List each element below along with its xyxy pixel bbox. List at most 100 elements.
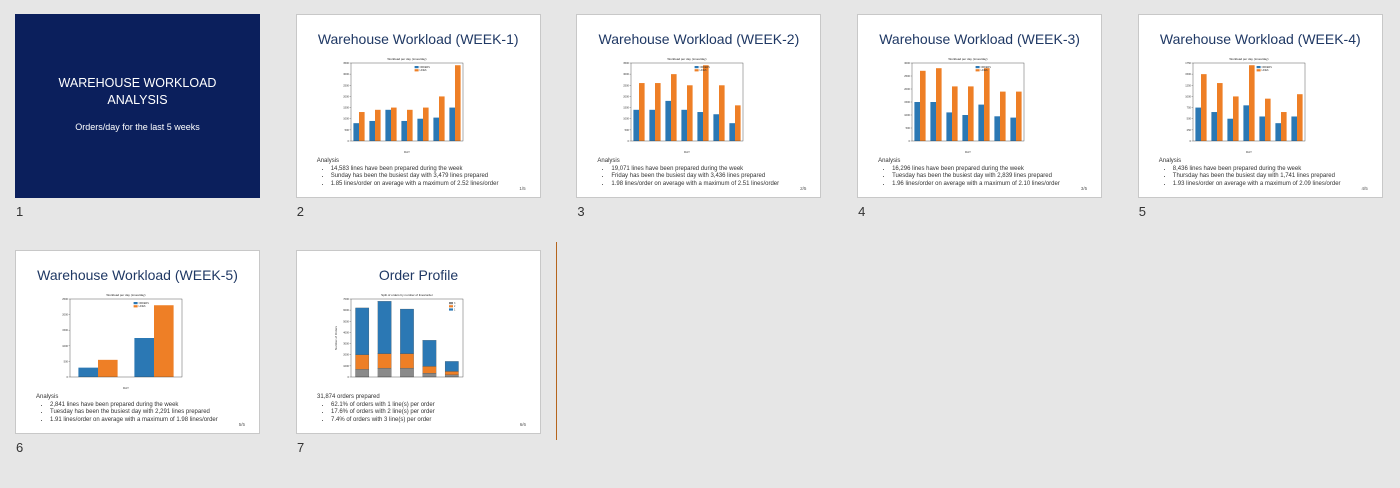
y-tick-label: 1500: [904, 100, 910, 104]
slide-title: Warehouse Workload (WEEK-3): [879, 31, 1080, 47]
slide-title: Warehouse Workload (WEEK-5): [37, 267, 238, 283]
cover-subtitle: Orders/day for the last 5 weeks: [75, 122, 200, 132]
bullet: 1.85 lines/order on average with a maxim…: [331, 181, 499, 189]
bar: [655, 83, 661, 141]
y-tick-label: 0: [347, 139, 349, 143]
y-tick-label: 2500: [343, 83, 349, 87]
x-axis-label: DAY: [684, 150, 690, 154]
bar: [449, 107, 455, 141]
legend-swatch: [449, 302, 453, 305]
bar: [358, 112, 365, 141]
y-tick-label: 1000: [343, 364, 349, 368]
slide-thumbnail[interactable]: Warehouse Workload (WEEK-1) Workload per …: [295, 14, 541, 198]
plot-frame: [631, 62, 744, 142]
slide-title: Warehouse Workload (WEEK-4): [1159, 31, 1361, 47]
legend-label: 1: [454, 308, 456, 311]
y-tick-label: 4000: [343, 330, 349, 334]
y-tick-label: 1500: [62, 328, 68, 332]
legend-swatch: [449, 308, 453, 311]
y-tick-label: 500: [64, 359, 69, 363]
bullet: Friday has been the busiest day with 3,4…: [611, 173, 779, 181]
y-tick-label: 3500: [343, 61, 349, 65]
slide-number: 4: [858, 204, 866, 219]
bar: [719, 85, 725, 141]
bullet: Sunday has been the busiest day with 3,4…: [331, 173, 499, 181]
bar: [1248, 65, 1255, 141]
bar: [1195, 107, 1201, 141]
bar: [1211, 112, 1217, 141]
bullet: 8,436 lines have been prepared during th…: [1173, 166, 1341, 174]
bar: [1000, 91, 1006, 141]
bar: [920, 70, 926, 141]
bar: [1200, 74, 1207, 141]
x-axis-label: DAY: [965, 150, 971, 154]
x-axis-label: DAY: [123, 386, 129, 390]
y-tick-label: 1000: [624, 117, 630, 121]
y-tick-label: 3000: [343, 72, 349, 76]
bullet: 19,071 lines have been prepared during t…: [611, 166, 779, 174]
slide-number: 2: [296, 204, 304, 219]
bar: [962, 115, 969, 141]
chart: Split of orders by number of lines/order…: [334, 293, 464, 379]
bar: [639, 83, 645, 141]
bar-segment: [355, 354, 370, 370]
bullet: Thursday has been the busiest day with 1…: [1173, 173, 1341, 181]
y-tick-label: 1750: [1185, 61, 1191, 65]
y-tick-label: 1000: [904, 113, 910, 117]
analysis: Analysis 16,296 lines have been prepared …: [878, 158, 1060, 188]
plot-frame: [1192, 62, 1305, 142]
bullet: 16,296 lines have been prepared during t…: [892, 166, 1060, 174]
analysis-label: 31,874 orders prepared: [317, 394, 380, 400]
y-tick-label: 3000: [343, 342, 349, 346]
bullet: 17.6% of orders with 2 line(s) per order: [331, 409, 435, 417]
bar: [154, 305, 174, 377]
slide-thumbnail[interactable]: Warehouse Workload (WEEK-2) Workload per …: [576, 14, 822, 198]
chart: Workload per day (Lines/day) 0 250 500 750 10…: [1185, 57, 1305, 154]
bullet: 1.96 lines/order on average with a maxim…: [892, 181, 1060, 189]
legend-swatch: [449, 305, 453, 308]
bar: [687, 85, 693, 141]
page-number: 4/5: [1361, 186, 1368, 191]
bar: [1291, 116, 1297, 141]
y-tick-label: 3000: [904, 61, 910, 65]
bar-segment: [400, 367, 414, 378]
y-tick-label: 2000: [343, 94, 349, 98]
bar: [422, 107, 429, 141]
page-number: 1/5: [519, 186, 526, 191]
bar: [78, 367, 98, 377]
slide-thumbnail[interactable]: Order Profile Split of orders by number o…: [296, 250, 541, 434]
bar: [984, 68, 990, 141]
bar: [134, 338, 154, 377]
bullet-list: 8,436 lines have been prepared during th…: [1159, 166, 1341, 189]
analysis-label: Analysis: [316, 158, 340, 164]
bar: [1016, 91, 1022, 141]
slide-thumbnail[interactable]: Warehouse Workload (WEEK-3) Workload per …: [857, 14, 1103, 198]
legend-label: LINES: [419, 69, 426, 72]
bar: [1275, 123, 1281, 141]
slide-title: Warehouse Workload (WEEK-1): [317, 31, 519, 47]
y-tick-label: 0: [628, 139, 630, 143]
chart: Workload per day (Lines/day) 0 500 1000 1500…: [904, 57, 1025, 154]
bar: [1243, 105, 1249, 141]
bullet-list: 16,296 lines have been prepared during t…: [878, 166, 1060, 189]
y-tick-label: 2500: [62, 297, 68, 301]
bar: [1264, 98, 1271, 141]
bar-segment: [355, 369, 370, 378]
legend-label: ORDERS: [981, 66, 992, 69]
slide-number: 6: [16, 440, 24, 455]
bullet: 1.98 lines/order on average with a maxim…: [611, 181, 779, 189]
cover-title: WAREHOUSE WORKLOAD ANALYSIS: [58, 76, 217, 107]
y-tick-label: 2500: [904, 74, 910, 78]
slide-thumbnail[interactable]: WAREHOUSE WORKLOAD ANALYSIS Orders/day fo…: [15, 14, 260, 198]
analysis-label: Analysis: [878, 158, 901, 164]
slide-number: 1: [16, 204, 24, 219]
bar-segment: [355, 307, 370, 355]
slide-thumbnail[interactable]: Warehouse Workload (WEEK-4) Workload per …: [1137, 14, 1383, 198]
bar-segment: [444, 374, 459, 378]
bullet-list: 62.1% of orders with 1 line(s) per order…: [317, 402, 435, 425]
bar: [633, 109, 640, 141]
slide-thumbnail[interactable]: Warehouse Workload (WEEK-5) Workload per …: [15, 250, 260, 434]
analysis: Analysis 8,436 lines have been prepared d…: [1159, 158, 1341, 188]
bar: [385, 109, 391, 141]
